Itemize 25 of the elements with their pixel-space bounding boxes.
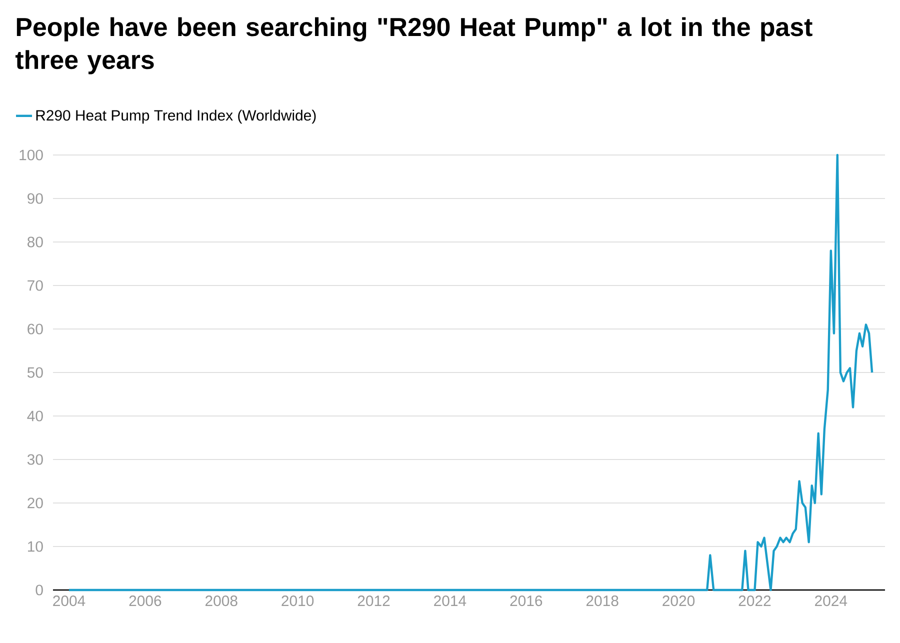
x-tick-label: 2014	[434, 596, 466, 606]
x-tick-label: 2008	[206, 596, 238, 606]
chart-title: People have been searching "R290 Heat Pump" a lot in the past three years	[16, 17, 812, 74]
y-tick-label: 50	[27, 367, 43, 378]
y-tick-label: 0	[36, 584, 43, 596]
y-tick-label: 80	[28, 236, 43, 248]
y-tick-label: 30	[27, 454, 43, 465]
x-tick-label: 2018	[586, 596, 618, 606]
y-tick-label: 70	[28, 280, 43, 291]
y-tick-label: 10	[28, 541, 43, 552]
line-series	[68, 154, 874, 592]
x-tick-label: 2024	[815, 596, 848, 606]
y-tick-label: 60	[28, 324, 43, 334]
y-tick-label: 100	[20, 150, 43, 160]
x-tick-label: 2022	[738, 596, 771, 606]
x-tick-label: 2006	[129, 596, 162, 606]
x-tick-label: 2012	[358, 596, 390, 606]
x-tick-label: 2020	[662, 596, 695, 606]
legend-label: R290 Heat Pump Trend Index (Worldwide)	[36, 110, 316, 124]
x-tick-label: 2016	[510, 596, 542, 606]
y-tick-label: 20	[28, 498, 43, 508]
x-tick-label: 2004	[53, 596, 86, 606]
y-tick-label: 90	[28, 193, 43, 204]
y-tick-label: 40	[27, 410, 43, 422]
x-tick-label: 2010	[282, 596, 314, 606]
